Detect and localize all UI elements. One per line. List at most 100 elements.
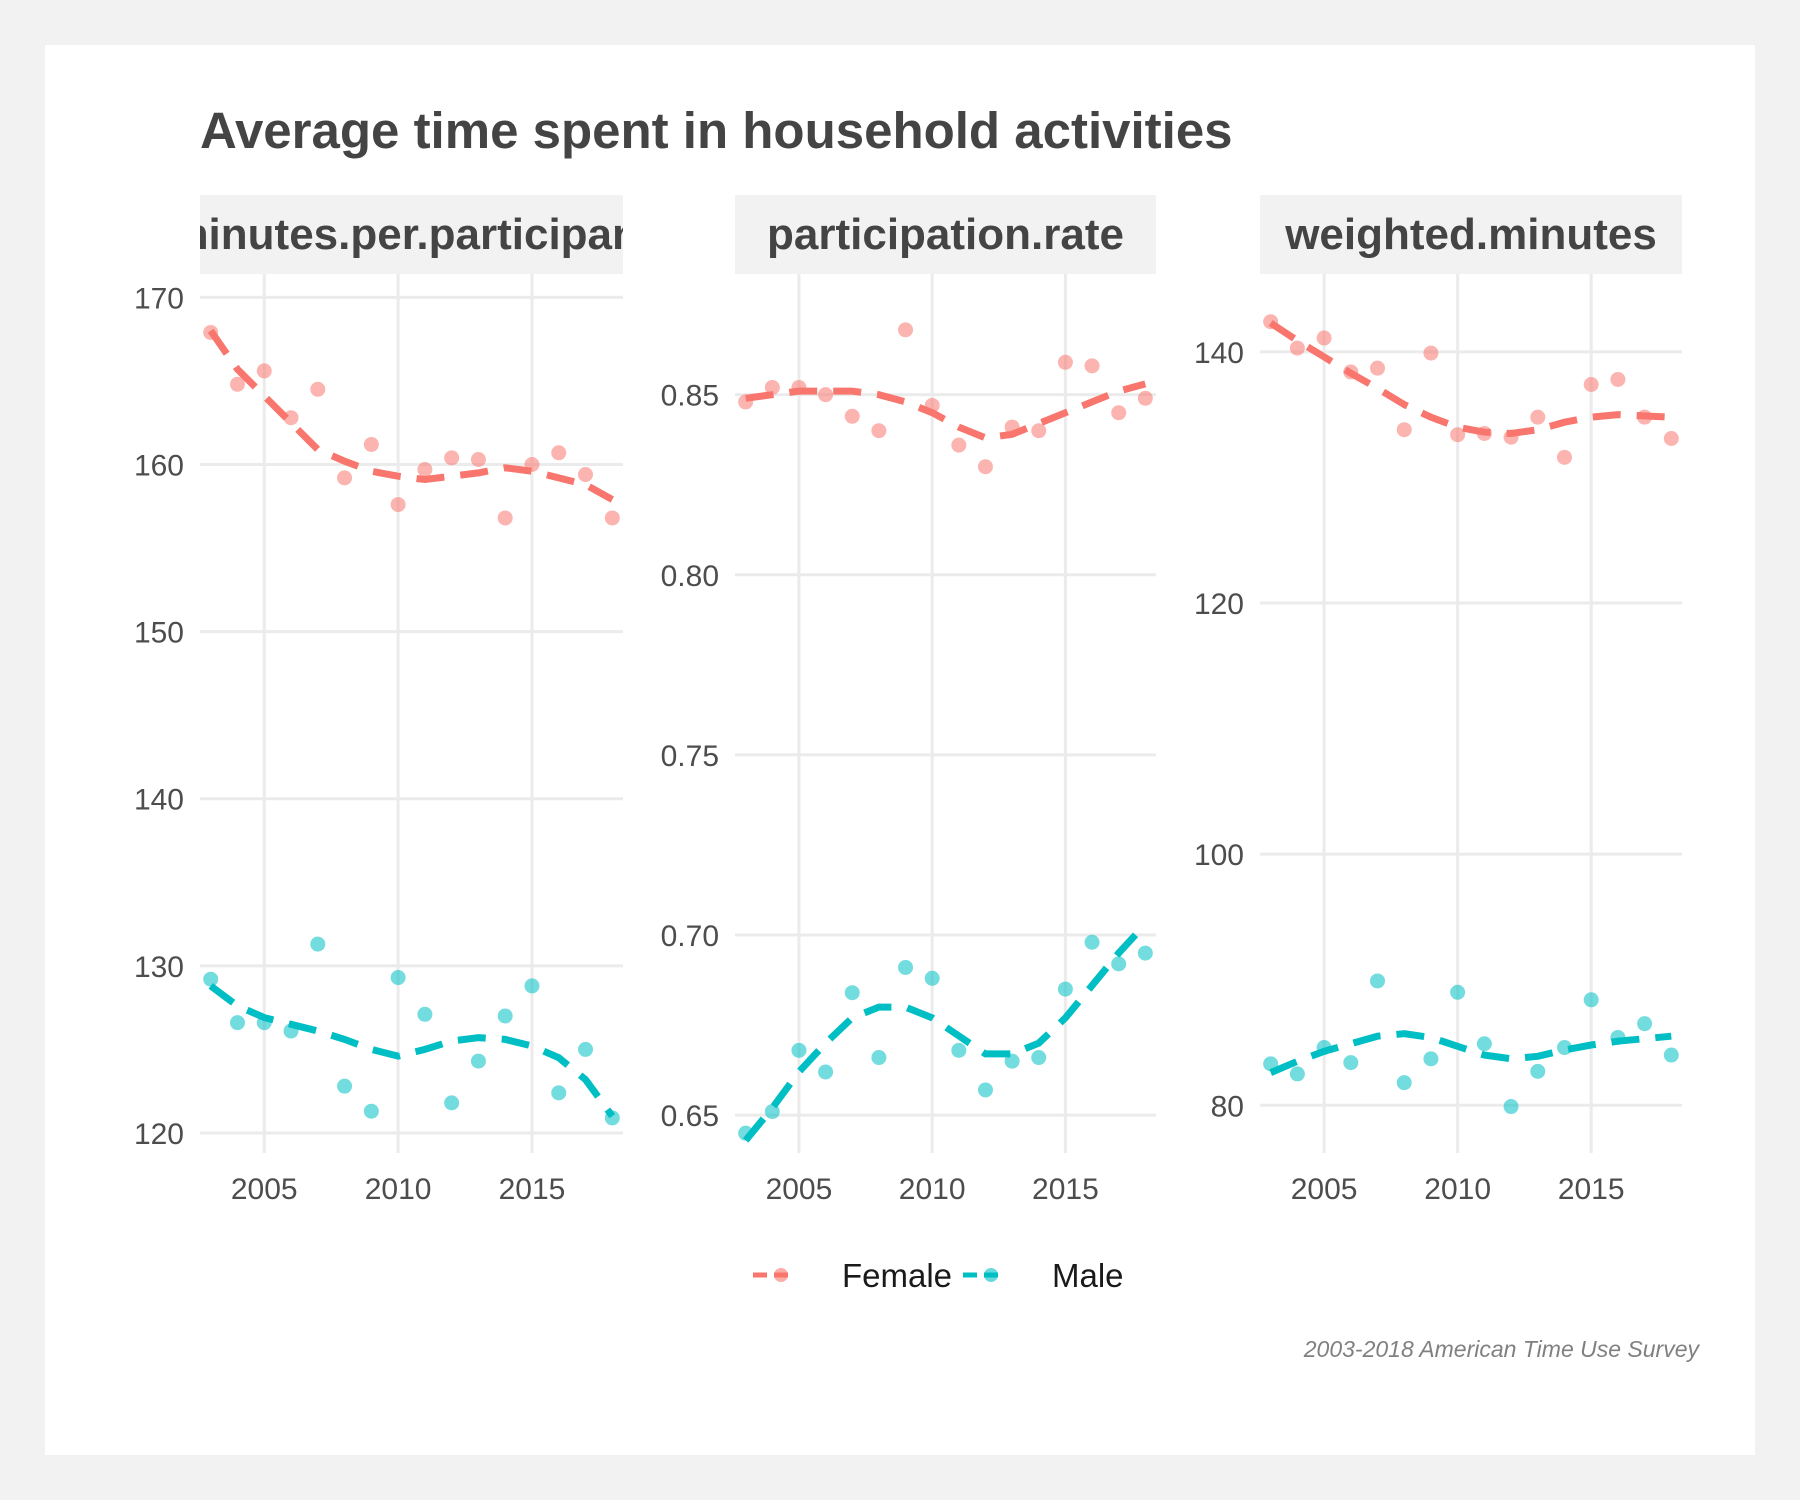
point-female (310, 381, 326, 397)
point-female (764, 379, 780, 395)
point-female (1316, 330, 1332, 346)
point-male (1057, 981, 1073, 997)
point-female (497, 510, 513, 526)
x-tick-label: 2010 (899, 1173, 966, 1206)
point-male (898, 959, 914, 975)
x-tick-label: 2005 (231, 1173, 298, 1206)
trend-line-male (1269, 1030, 1672, 1076)
point-male (1610, 1029, 1626, 1045)
y-tick-label: 0.65 (661, 1100, 719, 1133)
y-tick-label: 130 (134, 951, 184, 984)
x-tick-label: 2010 (1424, 1173, 1491, 1206)
point-female (977, 459, 993, 475)
panel-minutes-per-participant: minutes.per.participant 120 130 140 150 160 17… (134, 195, 653, 1206)
legend: Female Male (753, 1257, 1124, 1294)
point-male (578, 1041, 594, 1057)
point-female (1004, 419, 1020, 435)
y-tick-label: 120 (1194, 588, 1244, 621)
point-male (871, 1050, 887, 1066)
point-male (844, 985, 860, 1001)
point-female (951, 437, 967, 453)
point-female (1476, 425, 1492, 441)
point-male (977, 1082, 993, 1098)
point-female (363, 436, 379, 452)
point-male (1450, 984, 1466, 1000)
point-female (1031, 423, 1047, 439)
point-female (1637, 409, 1653, 425)
point-male (203, 971, 219, 987)
point-male (470, 1053, 486, 1069)
point-female (1137, 390, 1153, 406)
point-male (1476, 1036, 1492, 1052)
point-male (1503, 1099, 1519, 1115)
point-female (1583, 377, 1599, 393)
strip-label: weighted.minutes (1284, 210, 1657, 259)
point-male (1004, 1053, 1020, 1069)
point-female (1530, 409, 1546, 425)
chart-card: Average time spent in household activiti… (45, 45, 1755, 1455)
point-male (1031, 1050, 1047, 1066)
point-male (1583, 992, 1599, 1008)
chart-canvas: Average time spent in household activiti… (134, 102, 1701, 1362)
point-female (1084, 358, 1100, 374)
point-female (283, 410, 299, 426)
series-female (1263, 314, 1679, 465)
point-female (337, 470, 353, 486)
point-female (1111, 405, 1127, 421)
y-tick-label: 80 (1211, 1090, 1244, 1123)
point-male (390, 970, 406, 986)
panel-participation-rate: participation.rate 0.65 0.70 0.75 0.80 0.85 20… (661, 195, 1156, 1206)
x-tick-label: 2010 (365, 1173, 432, 1206)
point-male (524, 978, 540, 994)
point-female (551, 445, 567, 461)
point-female (578, 467, 594, 483)
point-female (524, 457, 540, 473)
point-male (1111, 956, 1127, 972)
y-tick-label: 160 (134, 450, 184, 483)
point-male (444, 1095, 460, 1111)
y-tick-label: 140 (134, 784, 184, 817)
series-female (738, 322, 1153, 475)
point-female (871, 423, 887, 439)
legend-point-female (774, 1268, 788, 1282)
point-female (1503, 429, 1519, 445)
point-male (1396, 1075, 1412, 1091)
trend-line-female (1268, 320, 1672, 438)
trend-line-female (745, 380, 1147, 442)
point-female (1057, 354, 1073, 370)
point-male (256, 1015, 272, 1031)
point-male (1556, 1040, 1572, 1056)
point-female (256, 363, 272, 379)
strip-background (200, 195, 623, 274)
point-male (1316, 1040, 1332, 1056)
gridlines (200, 274, 623, 1153)
x-tick-label: 2015 (1558, 1173, 1625, 1206)
series-male (203, 936, 620, 1126)
y-tick-label: 170 (134, 282, 184, 315)
point-female (229, 376, 245, 392)
gridlines (1260, 274, 1682, 1153)
point-male (791, 1042, 807, 1058)
point-male (363, 1103, 379, 1119)
point-male (310, 936, 326, 952)
point-female (844, 408, 860, 424)
strip-label: participation.rate (767, 210, 1124, 259)
point-female (1343, 364, 1359, 380)
legend-key-male (963, 1268, 1003, 1282)
y-tick-label: 100 (1194, 839, 1244, 872)
point-female (1610, 371, 1626, 387)
point-female (1556, 449, 1572, 465)
chart-title: Average time spent in household activiti… (200, 102, 1233, 159)
x-tick-label: 2005 (766, 1173, 833, 1206)
point-female (1663, 430, 1679, 446)
strip-label: minutes.per.participant (169, 210, 653, 259)
point-male (1137, 945, 1153, 961)
point-male (283, 1023, 299, 1039)
point-male (1423, 1051, 1439, 1067)
strip-background (1260, 195, 1682, 274)
point-male (738, 1125, 754, 1141)
point-female (1263, 314, 1279, 330)
point-male (337, 1078, 353, 1094)
x-tick-label: 2005 (1291, 1173, 1358, 1206)
panel-weighted-minutes: weighted.minutes 80 100 120 140 2005 2010 2015 (1194, 195, 1682, 1206)
